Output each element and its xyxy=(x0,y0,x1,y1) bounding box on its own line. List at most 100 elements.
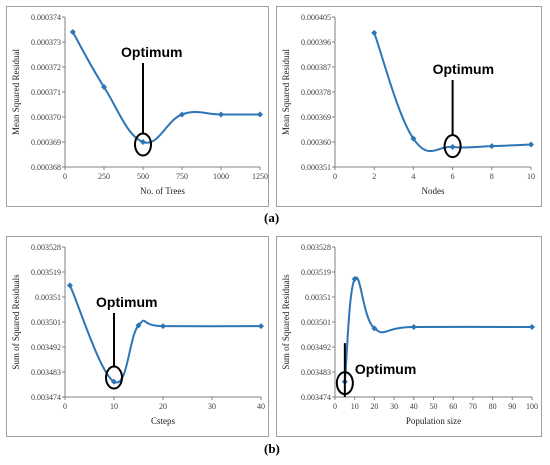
optimum-label: Optimum xyxy=(355,361,416,377)
data-point xyxy=(135,322,142,329)
x-tick-label: 2 xyxy=(372,172,376,181)
data-point xyxy=(140,139,146,145)
data-point xyxy=(449,144,456,150)
x-tick-label: 1250 xyxy=(252,172,268,181)
data-point xyxy=(66,282,73,289)
series-line xyxy=(68,284,262,384)
x-axis-title: Population size xyxy=(406,416,461,426)
y-tick-label: 0.00351 xyxy=(35,293,61,302)
x-tick-label: 100 xyxy=(526,402,538,411)
y-tick-label: 0.003501 xyxy=(31,318,61,327)
y-tick-label: 0.003492 xyxy=(301,343,331,352)
x-axis-title: No. of Trees xyxy=(140,186,185,196)
x-tick-label: 6 xyxy=(451,172,455,181)
y-tick-label: 0.003483 xyxy=(301,368,331,377)
y-tick-label: 0.000369 xyxy=(301,113,331,122)
y-axis-title: Sum of Squared Residuals xyxy=(281,274,291,370)
x-axis-title: Csteps xyxy=(151,416,176,426)
population-chart: 0.003474 0.003483 0.003492 0.003501 0.00351 0… xyxy=(281,243,538,426)
y-tick-label: 0.003519 xyxy=(31,268,61,277)
y-axis-title: Mean Squared Residual xyxy=(11,49,21,135)
data-point xyxy=(101,84,107,90)
x-tick-label: 80 xyxy=(489,402,497,411)
y-tick-label: 0.000370 xyxy=(31,113,61,122)
y-tick-label: 0.000405 xyxy=(301,13,331,22)
chart-panel-nodes: 0.000351 0.000360 0.000369 0.000378 0.000387… xyxy=(276,6,542,207)
y-tick-label: 0.000368 xyxy=(31,163,61,172)
trees-chart: 0.000368 0.000369 0.000370 0.000371 0.000372… xyxy=(11,13,268,196)
caption-b: (b) xyxy=(264,441,280,456)
optimum-label: Optimum xyxy=(433,61,494,77)
y-tick-label: 0.003483 xyxy=(31,368,61,377)
y-tick-label: 0.003474 xyxy=(301,393,331,402)
caption-a: (a) xyxy=(264,210,280,225)
data-point xyxy=(160,323,166,330)
y-axis-title: Sum of Squared Residuals xyxy=(11,274,21,370)
y-tick-label: 0.003501 xyxy=(301,318,331,327)
y-tick-label: 0.000378 xyxy=(301,88,331,97)
optimum-label: Optimum xyxy=(121,44,182,60)
optimum-label: Optimum xyxy=(96,294,157,310)
data-point xyxy=(528,141,534,148)
x-tick-label: 90 xyxy=(508,402,516,411)
x-tick-label: 10 xyxy=(110,402,118,411)
y-tick-label: 0.003519 xyxy=(301,268,331,277)
x-tick-label: 70 xyxy=(469,402,477,411)
data-point xyxy=(529,324,535,330)
x-tick-label: 20 xyxy=(370,402,378,411)
data-point xyxy=(69,29,76,35)
data-point xyxy=(371,29,378,36)
x-tick-label: 10 xyxy=(351,402,359,411)
x-tick-label: 30 xyxy=(390,402,398,411)
y-tick-label: 0.000373 xyxy=(31,38,61,47)
data-point xyxy=(410,135,417,142)
x-tick-label: 40 xyxy=(257,402,265,411)
chart-panel-csteps: 0.003474 0.003483 0.003492 0.003501 0.00351 0… xyxy=(6,236,269,437)
y-tick-label: 0.003474 xyxy=(31,393,61,402)
data-point xyxy=(111,378,117,385)
x-tick-label: 0 xyxy=(333,172,337,181)
x-tick-label: 10 xyxy=(527,172,535,181)
x-tick-label: 60 xyxy=(449,402,457,411)
data-point xyxy=(351,275,358,282)
y-tick-label: 0.000360 xyxy=(301,138,331,147)
y-tick-label: 0.000396 xyxy=(301,38,331,47)
x-tick-label: 30 xyxy=(208,402,216,411)
y-tick-label: 0.003528 xyxy=(31,243,61,252)
data-point xyxy=(488,143,495,150)
y-tick-label: 0.000374 xyxy=(31,13,61,22)
data-point xyxy=(179,111,185,118)
data-point xyxy=(410,324,417,330)
x-tick-label: 0 xyxy=(63,402,67,411)
y-axis-title: Mean Squared Residual xyxy=(281,49,291,135)
x-tick-label: 50 xyxy=(430,402,438,411)
y-tick-label: 0.000351 xyxy=(301,163,331,172)
y-tick-label: 0.000371 xyxy=(31,88,61,97)
chart-panel-trees: 0.000368 0.000369 0.000370 0.000371 0.000372… xyxy=(6,6,269,207)
csteps-chart: 0.003474 0.003483 0.003492 0.003501 0.00351 0… xyxy=(11,243,265,426)
y-tick-label: 0.00351 xyxy=(305,293,331,302)
x-axis-title: Nodes xyxy=(422,186,445,196)
data-point xyxy=(257,111,263,118)
x-tick-label: 750 xyxy=(176,172,188,181)
x-tick-label: 0 xyxy=(63,172,67,181)
y-tick-label: 0.000369 xyxy=(31,138,61,147)
x-tick-label: 0 xyxy=(333,402,337,411)
x-tick-label: 500 xyxy=(137,172,149,181)
nodes-chart: 0.000351 0.000360 0.000369 0.000378 0.000387… xyxy=(281,13,535,196)
chart-panel-population: 0.003474 0.003483 0.003492 0.003501 0.00351 0… xyxy=(276,236,542,437)
x-tick-label: 8 xyxy=(490,172,494,181)
data-point xyxy=(258,323,264,330)
y-tick-label: 0.000387 xyxy=(301,63,331,72)
x-tick-label: 250 xyxy=(98,172,110,181)
x-tick-label: 40 xyxy=(410,402,418,411)
optimum-circle xyxy=(105,365,123,390)
x-tick-label: 20 xyxy=(159,402,167,411)
x-tick-label: 1000 xyxy=(213,172,229,181)
y-tick-label: 0.003492 xyxy=(31,343,61,352)
y-tick-label: 0.000372 xyxy=(31,63,61,72)
x-tick-label: 4 xyxy=(411,172,415,181)
data-point xyxy=(371,325,378,332)
data-point xyxy=(218,111,224,118)
y-tick-label: 0.003528 xyxy=(301,243,331,252)
